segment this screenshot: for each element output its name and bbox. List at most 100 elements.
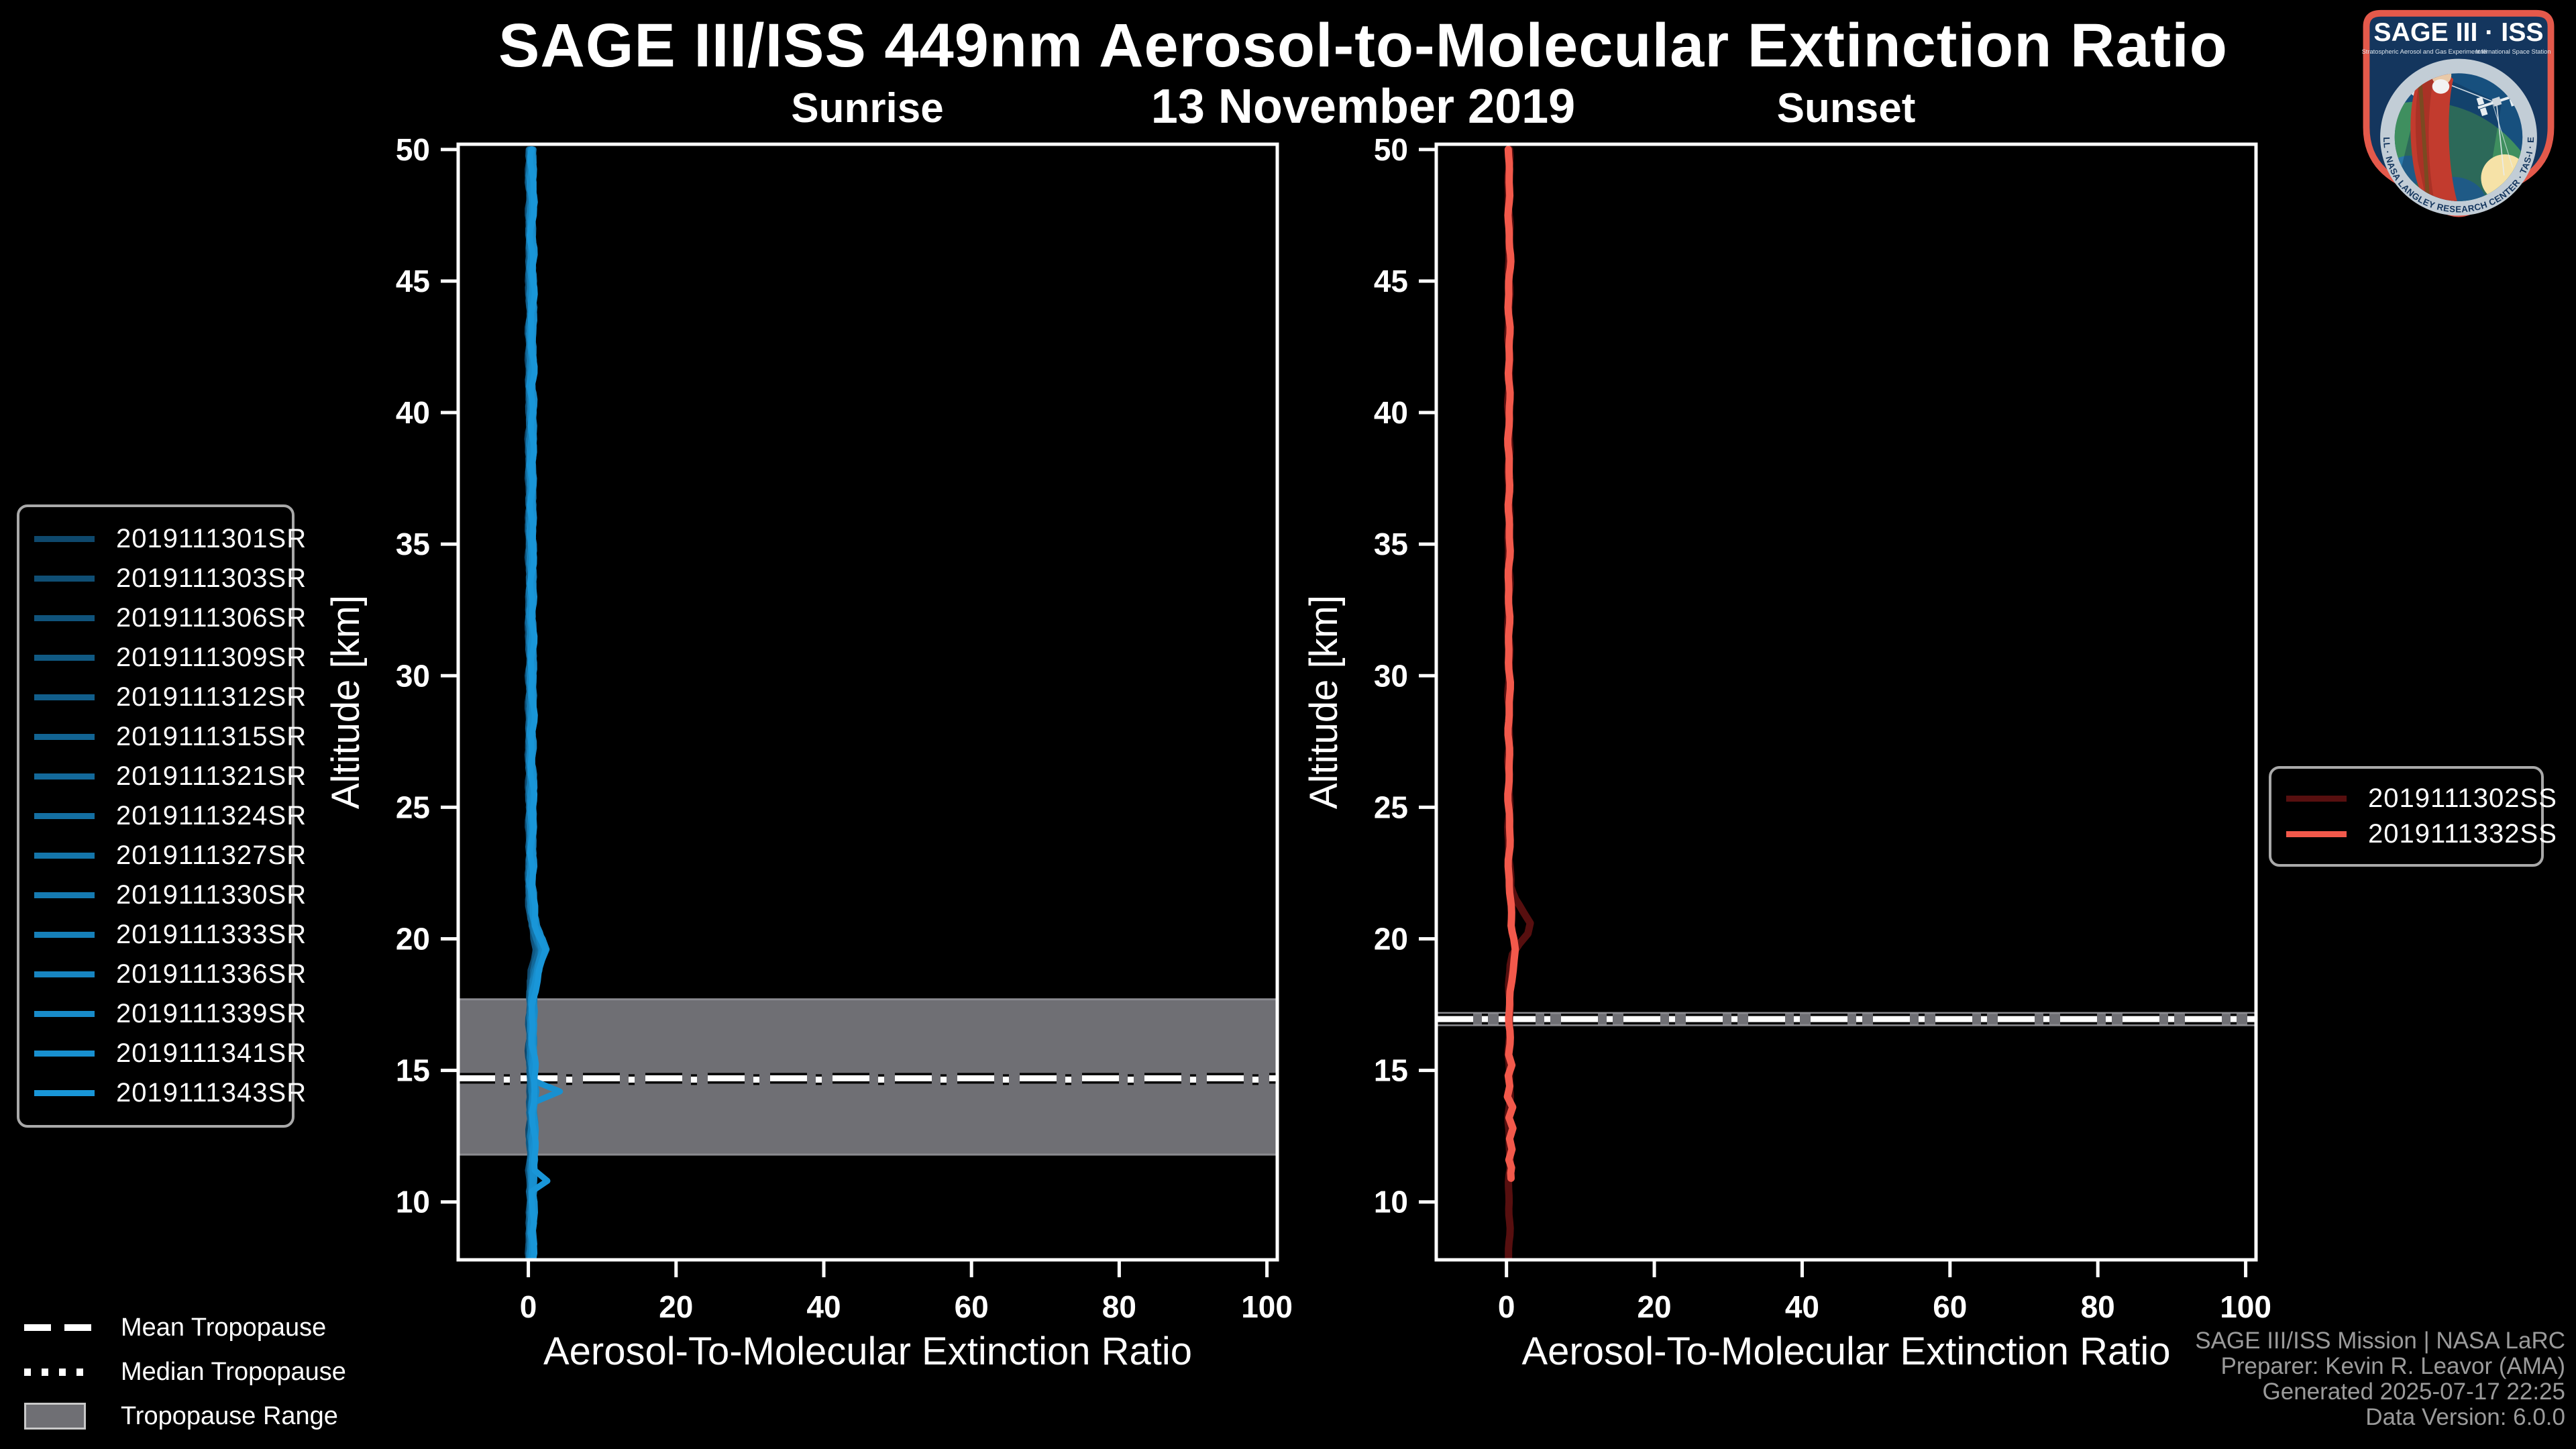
legend-label: 2019111301SR xyxy=(116,524,307,553)
legend-line-sample-icon xyxy=(34,734,95,740)
profile-line-2019111343SR xyxy=(527,146,551,1260)
legend-item: 2019111343SR xyxy=(34,1073,306,1113)
sunset-legend: 2019111302SS 2019111332SS xyxy=(2269,766,2557,867)
logo-subtitle-left: Stratospheric Aerosol and Gas Experiment… xyxy=(2362,48,2487,55)
y-tick-label: 15 xyxy=(1374,1053,1408,1088)
y-tick-label: 30 xyxy=(396,658,430,693)
legend-item: 2019111339SR xyxy=(34,994,306,1034)
footer-line: Preparer: Kevin R. Leavor (AMA) xyxy=(2220,1353,2565,1379)
x-tick-label: 100 xyxy=(1241,1289,1293,1324)
x-axis-label: Aerosol-To-Molecular Extinction Ratio xyxy=(1521,1330,2170,1373)
y-tick-label: 25 xyxy=(396,790,430,824)
legend-item: 2019111321SR xyxy=(34,757,306,796)
footer-line: Data Version: 6.0.0 xyxy=(2365,1404,2565,1430)
mission-logo: SAGE III · ISS Stratospheric Aerosol and… xyxy=(2347,5,2555,217)
legend-item: 2019111336SR xyxy=(34,955,306,994)
legend-line-sample-icon xyxy=(34,1011,95,1017)
legend-line-sample-icon xyxy=(34,773,95,780)
logo-scene: ✦ ✦ ✦ xyxy=(2394,73,2523,201)
logo-figure xyxy=(2410,73,2458,201)
legend-line-sample-icon xyxy=(34,813,95,819)
median-tropopause-dotted-line-icon xyxy=(24,1368,94,1376)
legend-label: 2019111306SR xyxy=(116,603,307,633)
y-tick-label: 50 xyxy=(1374,132,1408,167)
legend-line-sample-icon xyxy=(34,932,95,938)
attribution-footer: SAGE III/ISS Mission | NASA LaRC Preparer… xyxy=(2195,1328,2565,1430)
profile-line-2019111332SS xyxy=(1503,146,1519,1182)
mean-tropopause-label: Mean Tropopause xyxy=(121,1313,327,1342)
y-tick-label: 20 xyxy=(396,921,430,956)
y-tick-label: 40 xyxy=(1374,395,1408,430)
legend-line-sample-icon xyxy=(34,1051,95,1057)
x-tick-label: 80 xyxy=(2081,1289,2115,1324)
legend-item: 2019111312SR xyxy=(34,678,306,717)
logo-subtitle-right: International Space Station xyxy=(2476,48,2551,55)
legend-label: 2019111309SR xyxy=(116,643,307,672)
legend-item: 2019111309SR xyxy=(34,638,306,678)
sunrise-legend: 2019111301SR 2019111303SR 2019111306SR 2019… xyxy=(17,504,306,1128)
figure-subtitle: 13 November 2019 xyxy=(1150,80,1576,133)
sunrise-profiles xyxy=(524,146,564,1260)
x-tick-label: 20 xyxy=(659,1289,693,1324)
sunset-plot-area: 0 20 40 60 80 100 10 15 20 25 30 35 40 45 50 Aerosol-To… xyxy=(1302,132,2271,1373)
footer-line: SAGE III/ISS Mission | NASA LaRC xyxy=(2195,1328,2565,1354)
y-tick-label: 45 xyxy=(396,264,430,299)
sunrise-plot-area: 0 20 40 60 80 100 10 15 20 25 30 35 40 45 50 Aerosol-To… xyxy=(324,132,1293,1373)
legend-item: 2019111306SR xyxy=(34,598,306,638)
mean-tropopause-dashed-line-icon xyxy=(24,1324,94,1331)
x-tick-label: 40 xyxy=(1785,1289,1819,1324)
legend-label: 2019111332SS xyxy=(2368,819,2557,849)
y-tick-label: 50 xyxy=(396,132,430,167)
tropopause-range-patch-icon xyxy=(24,1403,94,1430)
legend-label: 2019111343SR xyxy=(116,1078,307,1108)
x-tick-label: 100 xyxy=(2220,1289,2271,1324)
legend-line-sample-icon xyxy=(34,971,95,977)
x-tick-label: 0 xyxy=(520,1289,537,1324)
y-tick-label: 30 xyxy=(1374,658,1408,693)
logo-title: SAGE III · ISS xyxy=(2373,17,2543,47)
tropopause-range-label: Tropopause Range xyxy=(121,1401,338,1430)
footer-line: Generated 2025-07-17 22:25 xyxy=(2262,1379,2565,1405)
legend-line-sample-icon xyxy=(34,536,95,542)
tropopause-range-legend-row: Tropopause Range xyxy=(24,1401,346,1432)
legend-item: 2019111302SS xyxy=(2286,781,2557,816)
y-tick-label: 45 xyxy=(1374,264,1408,299)
legend-item: 2019111332SS xyxy=(2286,816,2557,852)
y-tick-label: 15 xyxy=(396,1053,430,1088)
legend-line-sample-icon xyxy=(34,892,95,898)
legend-line-sample-icon xyxy=(34,576,95,582)
axes-spines xyxy=(456,142,1279,1262)
legend-item: 2019111330SR xyxy=(34,875,306,915)
y-tick-label: 20 xyxy=(1374,921,1408,956)
legend-label: 2019111303SR xyxy=(116,564,307,593)
legend-item: 2019111303SR xyxy=(34,559,306,598)
x-tick-label: 40 xyxy=(806,1289,841,1324)
legend-label: 2019111321SR xyxy=(116,761,307,791)
legend-line-sample-icon xyxy=(34,615,95,621)
legend-label: 2019111333SR xyxy=(116,920,307,949)
legend-line-sample-icon xyxy=(2286,831,2347,837)
y-tick-label: 10 xyxy=(1374,1185,1408,1220)
figure-title: SAGE III/ISS 449nm Aerosol-to-Molecular … xyxy=(498,11,2228,80)
legend-label: 2019111302SS xyxy=(2368,784,2557,813)
legend-item: 2019111341SR xyxy=(34,1034,306,1073)
legend-label: 2019111324SR xyxy=(116,801,307,830)
legend-label: 2019111339SR xyxy=(116,999,307,1028)
legend-line-sample-icon xyxy=(34,694,95,700)
legend-line-sample-icon xyxy=(34,1090,95,1096)
y-tick-label: 25 xyxy=(1374,790,1408,824)
axes-spines xyxy=(1434,142,2258,1262)
y-tick-label: 40 xyxy=(396,395,430,430)
legend-line-sample-icon xyxy=(34,853,95,859)
legend-item: 2019111324SR xyxy=(34,796,306,836)
sunrise-panel-title: Sunrise xyxy=(791,85,944,131)
legend-line-sample-icon xyxy=(2286,796,2347,802)
y-tick-label: 35 xyxy=(396,527,430,561)
sunset-profiles xyxy=(1503,146,1534,1260)
legend-label: 2019111312SR xyxy=(116,682,307,712)
tropopause-legend: Mean Tropopause Median Tropopause Tropop… xyxy=(24,1312,346,1445)
legend-label: 2019111315SR xyxy=(116,722,307,751)
legend-label: 2019111330SR xyxy=(116,880,307,910)
